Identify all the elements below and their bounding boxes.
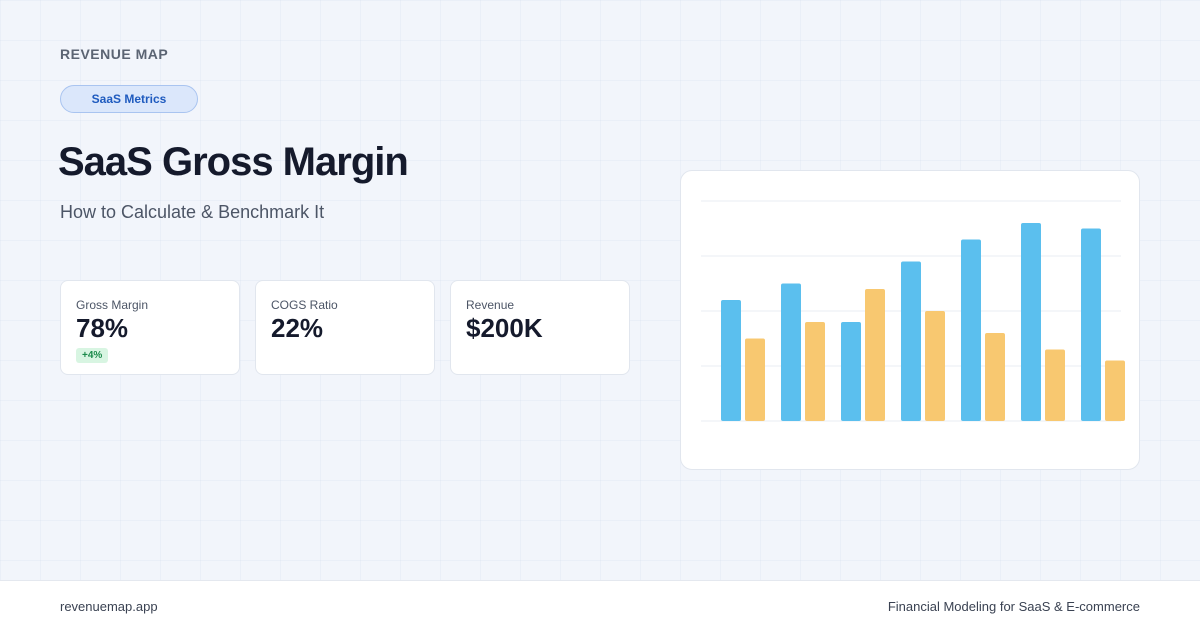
metric-card: Revenue $200K xyxy=(450,280,630,375)
metric-card: Gross Margin 78% +4% xyxy=(60,280,240,375)
bar xyxy=(961,239,981,421)
metric-value: 22% xyxy=(271,313,324,343)
tag-pill: SaaS Metrics xyxy=(60,85,198,113)
metric-label: Revenue xyxy=(466,298,515,312)
bar xyxy=(805,322,825,421)
bar xyxy=(1081,228,1101,421)
metric-card: COGS Ratio 22% xyxy=(255,280,435,375)
metric-label: Gross Margin xyxy=(76,298,149,312)
chart xyxy=(701,200,1125,422)
footer-site: revenuemap.app xyxy=(60,599,158,614)
footer: revenuemap.app Financial Modeling for Sa… xyxy=(0,580,1200,630)
metric-value: 78% xyxy=(76,313,129,343)
bar xyxy=(985,333,1005,421)
bar xyxy=(841,322,861,421)
metric-badge: +4% xyxy=(76,348,109,363)
bar xyxy=(901,261,921,421)
title: SaaS Gross Margin xyxy=(58,140,409,184)
bar xyxy=(1105,360,1125,421)
bar xyxy=(865,289,885,421)
bar xyxy=(1021,223,1041,421)
bar xyxy=(1045,349,1065,421)
brand: REVENUE MAP xyxy=(60,46,169,62)
footer-tagline: Financial Modeling for SaaS & E-commerce xyxy=(887,599,1140,614)
bar xyxy=(745,338,765,421)
bar xyxy=(781,283,801,421)
bar xyxy=(925,311,945,421)
bar xyxy=(721,300,741,421)
metric-label: COGS Ratio xyxy=(271,298,338,312)
chart-card xyxy=(680,170,1140,470)
subtitle: How to Calculate & Benchmark It xyxy=(60,202,325,222)
metric-value: $200K xyxy=(466,313,543,343)
